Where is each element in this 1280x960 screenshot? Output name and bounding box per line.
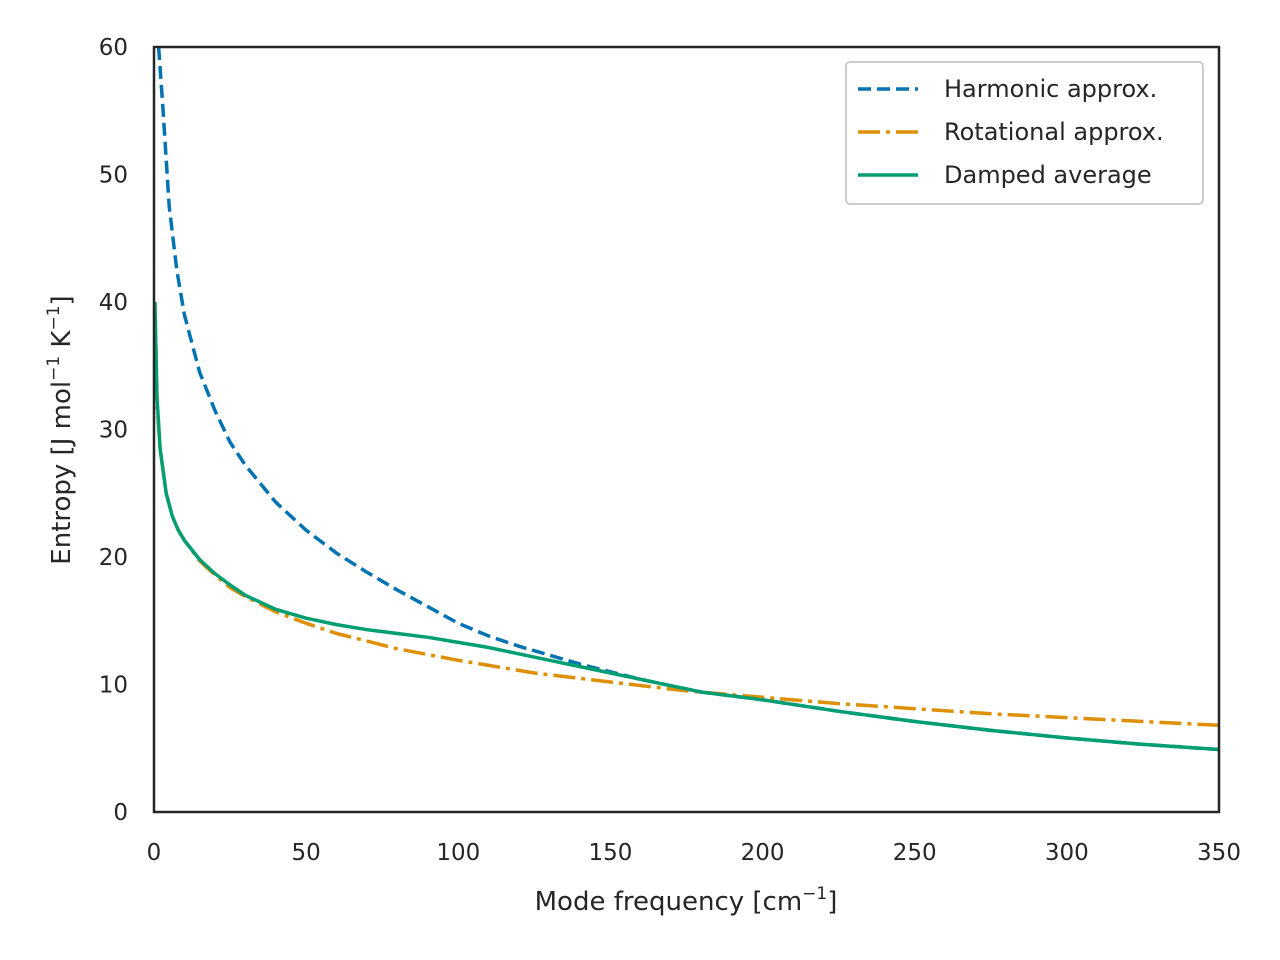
x-tick-label: 200 — [741, 840, 785, 866]
y-tick-label: 20 — [99, 545, 128, 571]
legend-label-harmonic: Harmonic approx. — [944, 75, 1157, 103]
x-tick-label: 300 — [1045, 840, 1089, 866]
y-tick-labels: 0 10 20 30 40 50 60 — [99, 35, 128, 826]
x-tick-label: 350 — [1197, 840, 1241, 866]
x-tick-label: 100 — [436, 840, 480, 866]
x-tick-label: 50 — [292, 840, 321, 866]
series-line-damped-average — [153, 301, 1220, 752]
legend: Harmonic approx. Rotational approx. Damp… — [845, 61, 1204, 205]
x-tick-labels: 0 50 100 150 200 250 300 350 — [147, 840, 1241, 866]
y-tick-label: 40 — [99, 290, 128, 316]
x-tick-label: 250 — [893, 840, 937, 866]
x-tick-label: 0 — [147, 840, 162, 866]
plot-frame — [152, 45, 1221, 814]
series-layer — [153, 46, 1220, 752]
y-axis-label: Entropy [J mol−1 K−1] — [44, 295, 77, 564]
x-tick-label: 150 — [588, 840, 632, 866]
y-tick-label: 0 — [113, 800, 128, 826]
y-tick-label: 50 — [99, 163, 128, 189]
y-tick-label: 30 — [99, 418, 128, 444]
legend-label-damped: Damped average — [944, 161, 1152, 189]
legend-box — [845, 61, 1204, 205]
y-tick-label: 10 — [99, 673, 128, 699]
x-axis-label: Mode frequency [cm−1] — [535, 884, 838, 917]
y-tick-label: 60 — [99, 35, 128, 61]
legend-label-rotational: Rotational approx. — [944, 118, 1164, 146]
